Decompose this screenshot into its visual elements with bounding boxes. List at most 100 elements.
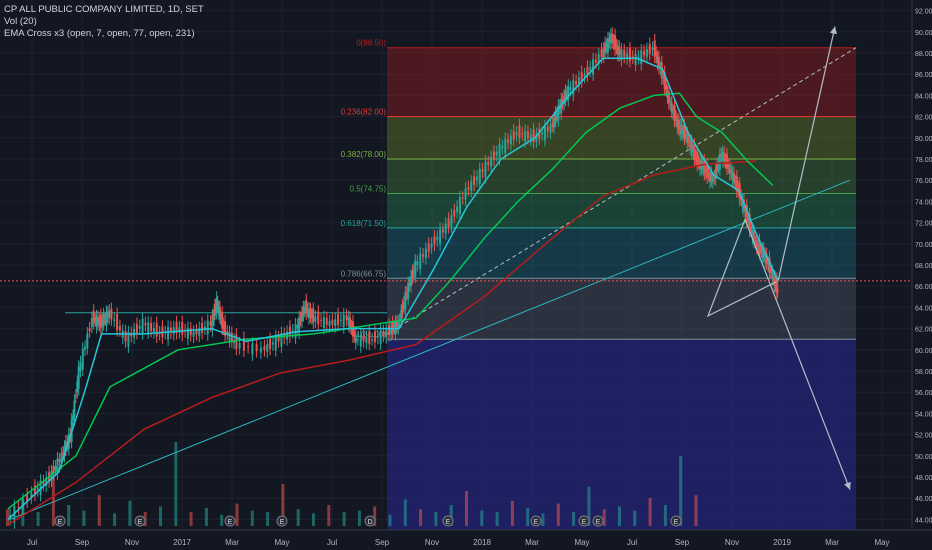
candle-body (414, 260, 417, 277)
candle-body (104, 318, 107, 320)
candle-body (723, 152, 726, 162)
candle-body (775, 278, 778, 294)
candle-body (382, 331, 385, 336)
candle-body (385, 329, 388, 338)
candle-body (150, 323, 153, 331)
ema-mid-line (7, 92, 774, 510)
candle-body (768, 257, 771, 273)
candle-body (294, 324, 297, 338)
volume-bar (602, 509, 606, 526)
candle-body (648, 43, 651, 54)
candle-body (441, 229, 444, 232)
candle-body (761, 248, 764, 259)
candle-body (767, 262, 770, 266)
candle-body (728, 165, 731, 175)
candle-body (694, 155, 697, 159)
x-tick-label: Mar (825, 538, 839, 547)
candle-body (515, 132, 518, 136)
volume-bar (510, 500, 514, 526)
candle-body (616, 45, 619, 56)
ema-fast-line (7, 57, 779, 520)
candle-body (328, 321, 331, 327)
candle-body (470, 181, 473, 191)
candle-body (222, 324, 225, 329)
candle-body (247, 346, 250, 348)
candle-body (543, 126, 546, 140)
x-tick-label: Jul (327, 538, 337, 547)
candle-body (618, 46, 621, 56)
candle-body (602, 48, 605, 57)
candle-body (626, 53, 629, 59)
candle-body (594, 59, 597, 63)
candle-body (101, 319, 104, 328)
volume-bar (6, 509, 9, 526)
volume-bar (633, 510, 637, 526)
candle-body (54, 466, 57, 470)
fib-zone-extension (387, 339, 856, 530)
x-tick-label: Nov (125, 538, 139, 547)
candle-body (546, 127, 549, 132)
candle-body (608, 38, 611, 42)
event-marker-label: E (58, 519, 63, 526)
candle-body (569, 87, 572, 91)
candle-body (490, 156, 493, 167)
candle-body (762, 248, 765, 257)
candle-body (213, 305, 216, 314)
candle-body (155, 322, 158, 337)
candle-body (512, 130, 515, 140)
candle-body (673, 105, 676, 122)
candle-body (274, 336, 277, 351)
event-marker-label: E (138, 519, 143, 526)
candle-body (653, 40, 656, 57)
candle-body (436, 236, 439, 241)
candle-body (147, 322, 150, 333)
candle-body (108, 310, 111, 319)
candle-body (656, 56, 659, 64)
candle-body (400, 310, 403, 322)
volume-bar (220, 514, 224, 526)
candle-body (475, 176, 478, 181)
candle-body (637, 56, 640, 59)
x-tick-label: Sep (75, 538, 90, 547)
candle-body (717, 162, 720, 167)
candle-body (549, 124, 552, 133)
volume-indicator-label: Vol (20) (4, 16, 37, 27)
candle-body (365, 336, 368, 343)
candle-body (597, 54, 600, 64)
candle-body (458, 196, 461, 215)
candle-body (310, 314, 313, 319)
candle-body (141, 318, 144, 334)
candle-body (135, 323, 138, 334)
candle-body (175, 322, 178, 334)
fib-level-label: 0.236(82.00) (341, 108, 387, 117)
candle-body (280, 332, 283, 347)
candle-body (379, 330, 382, 344)
candle-body (453, 209, 456, 217)
volume-bar (526, 507, 530, 526)
candle-body (331, 319, 334, 325)
event-marker-circle (670, 515, 682, 527)
y-tick-label: 70.00 (915, 242, 932, 249)
candle-body (255, 344, 258, 352)
candle-body (99, 314, 102, 328)
candle-body (567, 85, 570, 101)
candle-body (611, 33, 614, 42)
candle-body (727, 164, 730, 167)
candle-body (427, 243, 430, 252)
candle-body (288, 326, 291, 337)
event-marker: E (134, 515, 146, 527)
candle-body (583, 74, 586, 77)
volume-bar (357, 510, 361, 526)
event-marker: E (670, 515, 682, 527)
candle-body (687, 137, 690, 142)
candle-body (507, 139, 510, 143)
candle-body (416, 261, 419, 265)
candle-body (604, 42, 607, 53)
volume-bar (449, 505, 453, 526)
volume-bar (174, 442, 178, 526)
candle-body (663, 72, 666, 90)
candle-body (686, 133, 689, 144)
candle-body (397, 321, 400, 329)
y-tick-label: 50.00 (915, 454, 932, 461)
